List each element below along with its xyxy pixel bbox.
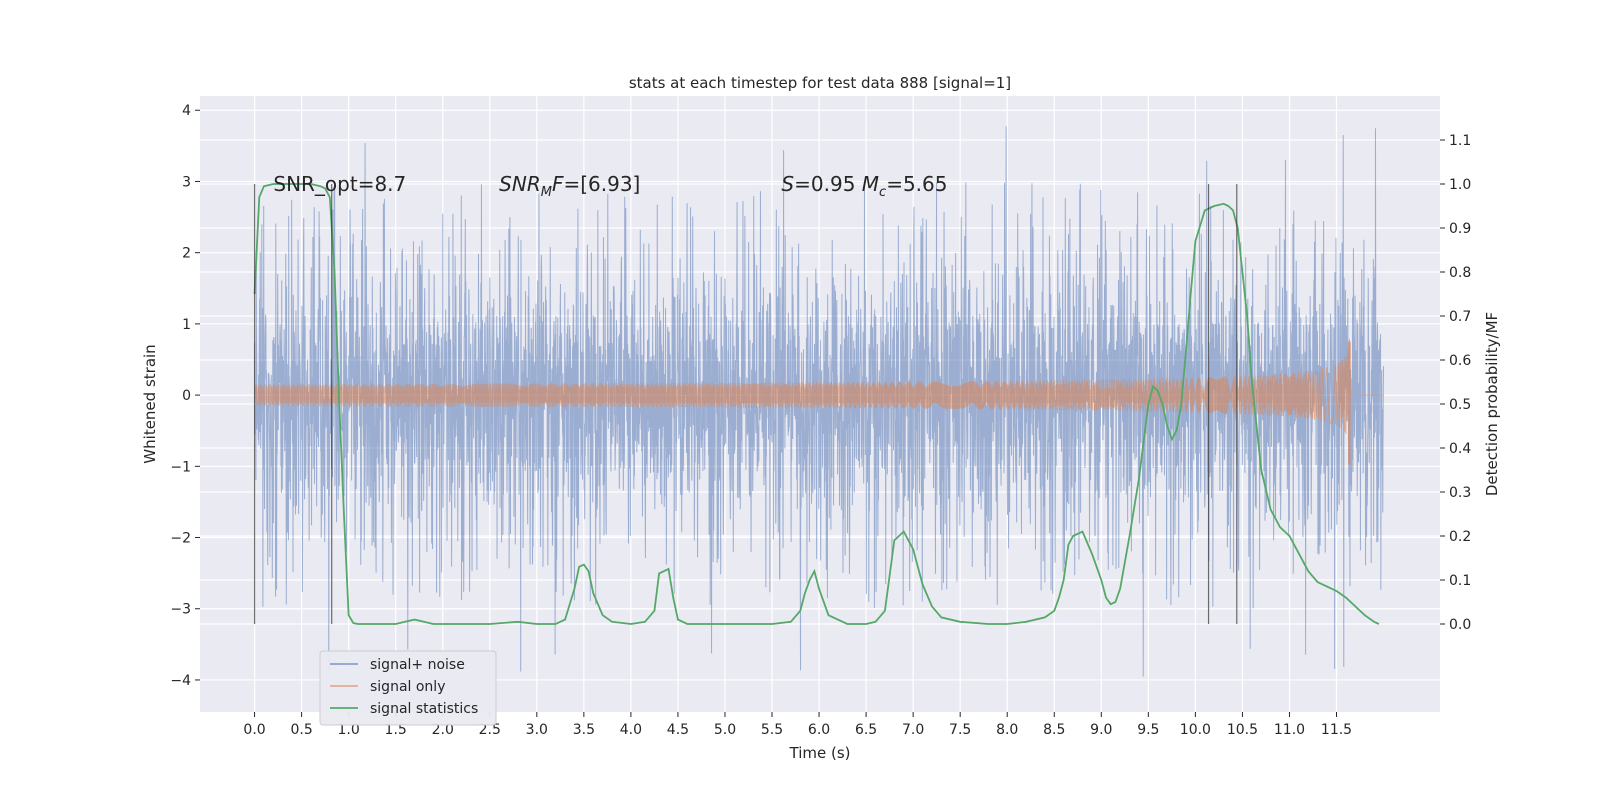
y2-tick-label-1: 0.1 <box>1449 573 1471 589</box>
x-tick-label-9: 4.5 <box>667 722 689 738</box>
annotation-s-value: =0.95 <box>794 172 862 196</box>
y-ticks: −4 −3 −2 −1 0 1 2 3 4 <box>170 103 200 689</box>
y2-tick-label-3: 0.3 <box>1449 485 1471 501</box>
x-axis-label: Time (s) <box>789 744 851 762</box>
noise-series <box>254 126 1385 677</box>
annotation-snr-mf: SNRMF=[6.93] <box>499 172 640 200</box>
x-tick-label-19: 9.5 <box>1137 722 1159 738</box>
legend: signal+ noise signal only signal statist… <box>319 650 497 726</box>
y2-tick-label-6: 0.6 <box>1449 353 1471 369</box>
vertical-markers <box>253 184 1238 624</box>
x-tick-label-20: 10.0 <box>1180 722 1211 738</box>
y-tick-label-0: −4 <box>170 673 191 689</box>
annotation-mc-sub: c <box>879 185 886 200</box>
annotation-snr-mf-sub: M <box>541 185 552 200</box>
y2-tick-label-4: 0.4 <box>1449 441 1471 457</box>
x-tick-label-13: 6.5 <box>855 722 877 738</box>
legend-label-signal-statistics: signal statistics <box>370 701 478 717</box>
y2-tick-label-10: 1.0 <box>1449 177 1471 193</box>
x-tick-label-0: 0.0 <box>243 722 265 738</box>
x-tick-label-11: 5.5 <box>761 722 783 738</box>
annotation-mc-value: =5.65 <box>886 172 947 196</box>
x-ticks: 0.0 0.5 1.0 1.5 2.0 2.5 3.0 3.5 4.0 4.5 5.0 5.5 6.0 6… <box>243 712 1352 738</box>
signal-statistics-series <box>253 183 1380 625</box>
x-tick-label-5: 2.5 <box>479 722 501 738</box>
x-tick-label-15: 7.5 <box>949 722 971 738</box>
chart-title: stats at each timestep for test data 888… <box>629 74 1011 92</box>
y2-tick-label-2: 0.2 <box>1449 529 1471 545</box>
x-tick-label-14: 7.0 <box>902 722 924 738</box>
x-tick-label-17: 8.5 <box>1043 722 1065 738</box>
y-tick-label-8: 4 <box>182 103 191 119</box>
y2-tick-label-7: 0.7 <box>1449 309 1471 325</box>
y-tick-label-1: −3 <box>170 602 191 618</box>
y-tick-label-2: −2 <box>170 531 191 547</box>
x-tick-label-22: 11.0 <box>1274 722 1305 738</box>
x-tick-label-10: 5.0 <box>714 722 736 738</box>
y2-tick-label-0: 0.0 <box>1449 617 1471 633</box>
x-tick-label-16: 8.0 <box>996 722 1018 738</box>
y2-tick-label-11: 1.1 <box>1449 133 1471 149</box>
x-tick-label-6: 3.0 <box>526 722 548 738</box>
x-tick-label-18: 9.0 <box>1090 722 1112 738</box>
x-tick-label-23: 11.5 <box>1321 722 1352 738</box>
annotation-mc-symbol: M <box>862 172 879 196</box>
series-signal-only-line <box>254 341 1384 465</box>
y-tick-label-6: 2 <box>182 246 191 262</box>
annotations: SNR_opt=8.7 SNRMF=[6.93] S=0.95 Mc=5.65 <box>273 172 947 200</box>
legend-label-signal-only: signal only <box>370 679 445 695</box>
x-tick-label-2: 1.0 <box>338 722 360 738</box>
y2-axis-label: Detection probability/MF <box>1483 312 1501 496</box>
y-tick-label-4: 0 <box>182 388 191 404</box>
y-tick-label-5: 1 <box>182 317 191 333</box>
series-signal-noise-line <box>254 126 1385 677</box>
annotation-snr-mf-base: SNR <box>499 172 541 196</box>
x-tick-label-4: 2.0 <box>432 722 454 738</box>
y-tick-label-3: −1 <box>170 459 191 475</box>
x-tick-label-3: 1.5 <box>385 722 407 738</box>
x-tick-label-12: 6.0 <box>808 722 830 738</box>
annotation-s-symbol: S <box>781 172 794 196</box>
series-signal-statistics-line <box>253 183 1380 625</box>
y2-tick-label-5: 0.5 <box>1449 397 1471 413</box>
annotation-snr-mf-value: =[6.93] <box>563 172 640 196</box>
annotation-snr-opt: SNR_opt=8.7 <box>273 172 406 196</box>
y-tick-label-7: 3 <box>182 174 191 190</box>
x-tick-label-1: 0.5 <box>290 722 312 738</box>
y2-ticks: 0.0 0.1 0.2 0.3 0.4 0.5 0.6 0.7 0.8 0.9 1.0 1.1 <box>1440 133 1471 633</box>
y2-tick-label-8: 0.8 <box>1449 265 1471 281</box>
legend-box <box>319 650 497 726</box>
x-tick-label-8: 4.0 <box>620 722 642 738</box>
annotation-s-mc: S=0.95 Mc=5.65 <box>781 172 947 200</box>
legend-label-signal-noise: signal+ noise <box>370 657 465 673</box>
x-tick-label-7: 3.5 <box>573 722 595 738</box>
y2-tick-label-9: 0.9 <box>1449 221 1471 237</box>
y-axis-label: Whitened strain <box>141 344 159 463</box>
x-tick-label-21: 10.5 <box>1227 722 1258 738</box>
signal-only-series <box>254 341 1384 465</box>
annotation-snr-mf-tail: F <box>552 172 564 196</box>
